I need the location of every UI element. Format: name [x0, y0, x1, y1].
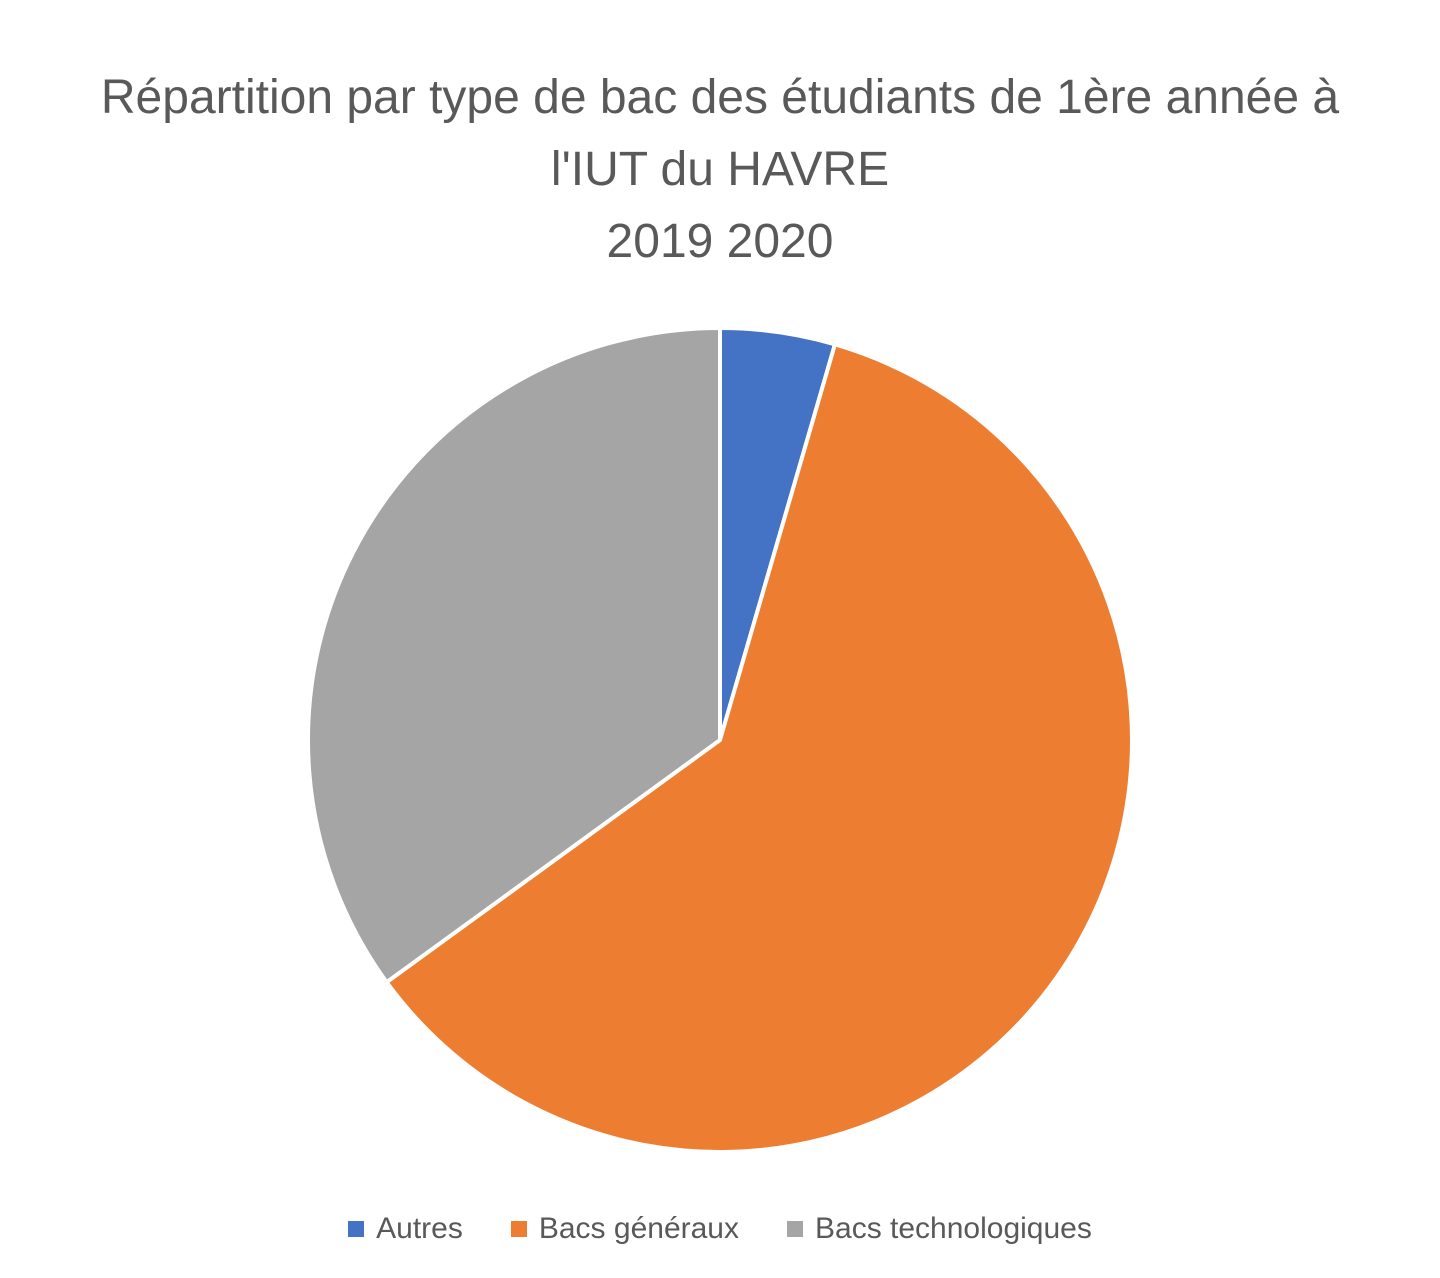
chart-title: Répartition par type de bac des étudiant… — [0, 62, 1440, 278]
slice-bacs-generaux — [384, 342, 1134, 1154]
legend-label-bacs-generaux: Bacs généraux — [538, 1212, 739, 1245]
legend-label-bacs-technologiques: Bacs technologiques — [815, 1212, 1092, 1245]
legend-label-autres: Autres — [376, 1212, 463, 1245]
chart-title-line-3: 2019 2020 — [606, 215, 834, 268]
legend-swatch-bacs-generaux — [510, 1221, 527, 1237]
legend-item-autres: Autres — [348, 1212, 463, 1246]
slice-bacs-technologiques — [306, 326, 722, 985]
legend-item-bacs-technologiques: Bacs technologiques — [787, 1212, 1092, 1246]
chart-title-line-2: l'IUT du HAVRE — [550, 143, 890, 196]
chart-title-line-1: Répartition par type de bac des étudiant… — [100, 71, 1340, 124]
legend-item-bacs-generaux: Bacs généraux — [510, 1212, 739, 1246]
legend: Autres Bacs généraux Bacs technologiques — [0, 1212, 1440, 1246]
legend-swatch-autres — [348, 1221, 365, 1237]
legend-swatch-bacs-technologiques — [787, 1221, 803, 1237]
